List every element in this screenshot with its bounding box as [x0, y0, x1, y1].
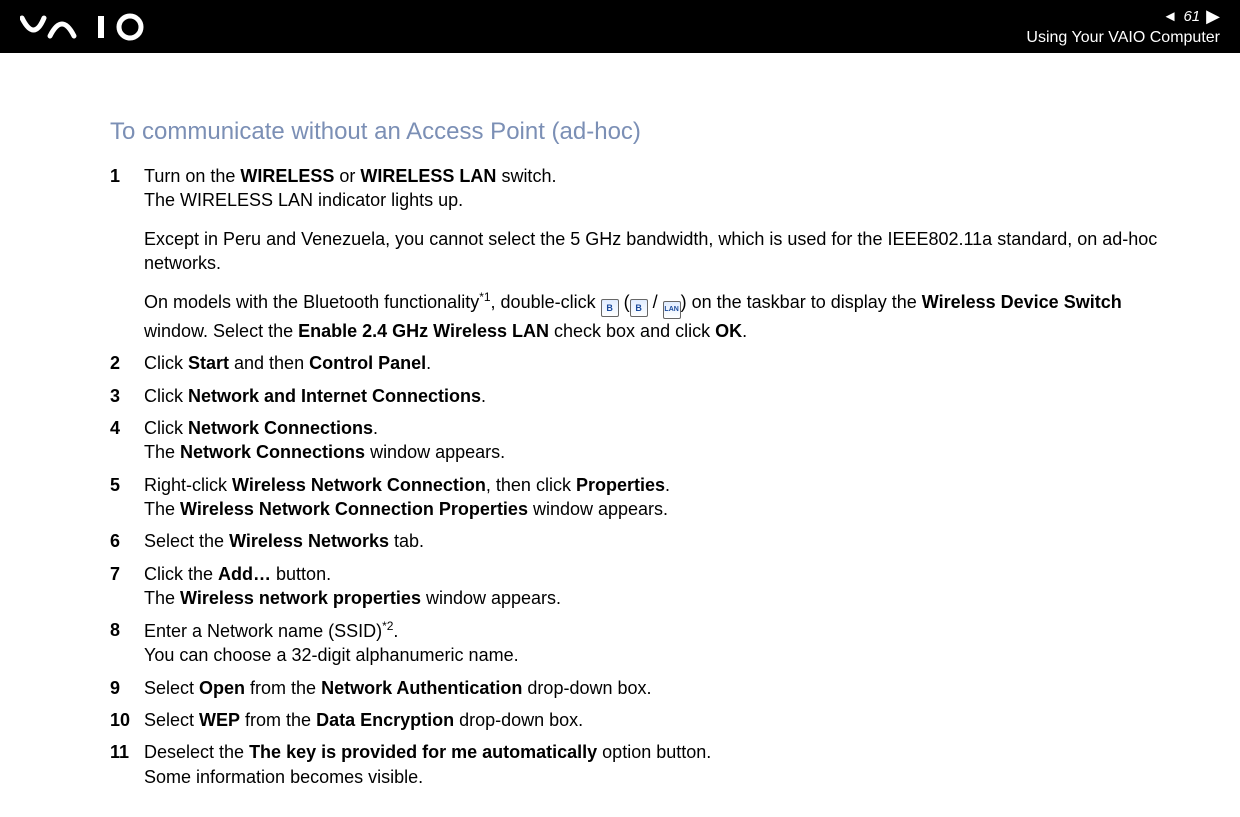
steps-list: 1 Turn on the WIRELESS or WIRELESS LAN s…: [110, 164, 1160, 789]
breadcrumb: Using Your VAIO Computer: [1026, 29, 1220, 47]
taskbar-icon-bluetooth: B: [630, 299, 648, 317]
step-1: 1 Turn on the WIRELESS or WIRELESS LAN s…: [110, 164, 1160, 343]
step-number: 11: [110, 740, 144, 789]
step-8: 8 Enter a Network name (SSID)*2. You can…: [110, 618, 1160, 668]
step-number: 6: [110, 529, 144, 553]
step-text: Click Network Connections. The Network C…: [144, 416, 1160, 465]
step-number: 10: [110, 708, 144, 732]
step-text: Click Network and Internet Connections.: [144, 384, 1160, 408]
step-number: 5: [110, 473, 144, 522]
step-3: 3 Click Network and Internet Connections…: [110, 384, 1160, 408]
step-number: 9: [110, 676, 144, 700]
step-text: Right-click Wireless Network Connection,…: [144, 473, 1160, 522]
step-text: Deselect the The key is provided for me …: [144, 740, 1160, 789]
nav-next-icon[interactable]: ▶: [1206, 6, 1220, 27]
step-11: 11 Deselect the The key is provided for …: [110, 740, 1160, 789]
step-6: 6 Select the Wireless Networks tab.: [110, 529, 1160, 553]
vaio-logo: [20, 12, 165, 42]
step-4: 4 Click Network Connections. The Network…: [110, 416, 1160, 465]
step-10: 10 Select WEP from the Data Encryption d…: [110, 708, 1160, 732]
taskbar-icon-combined: B: [601, 299, 619, 317]
step-text: Click Start and then Control Panel.: [144, 351, 1160, 375]
step-7: 7 Click the Add… button. The Wireless ne…: [110, 562, 1160, 611]
step-number: 8: [110, 618, 144, 668]
page-nav: ◄ 61 ▶: [1163, 6, 1220, 27]
taskbar-icon-lan: LAN: [663, 301, 681, 319]
step-text: Select Open from the Network Authenticat…: [144, 676, 1160, 700]
step-number: 3: [110, 384, 144, 408]
nav-prev-icon[interactable]: ◄: [1163, 8, 1178, 25]
vaio-logo-svg: [20, 12, 165, 42]
step-number: 7: [110, 562, 144, 611]
step-number: 4: [110, 416, 144, 465]
header-bar: ◄ 61 ▶ Using Your VAIO Computer: [0, 0, 1240, 53]
header-right: ◄ 61 ▶ Using Your VAIO Computer: [1026, 6, 1220, 47]
step-9: 9 Select Open from the Network Authentic…: [110, 676, 1160, 700]
step-text: Click the Add… button. The Wireless netw…: [144, 562, 1160, 611]
step-number: 2: [110, 351, 144, 375]
section-title: To communicate without an Access Point (…: [110, 118, 1160, 146]
step-text: Select the Wireless Networks tab.: [144, 529, 1160, 553]
step-number: 1: [110, 164, 144, 343]
step-text: Turn on the WIRELESS or WIRELESS LAN swi…: [144, 164, 1160, 343]
page-body: To communicate without an Access Point (…: [0, 53, 1240, 817]
step-2: 2 Click Start and then Control Panel.: [110, 351, 1160, 375]
page-number: 61: [1183, 8, 1200, 25]
step-5: 5 Right-click Wireless Network Connectio…: [110, 473, 1160, 522]
step-text: Select WEP from the Data Encryption drop…: [144, 708, 1160, 732]
step-text: Enter a Network name (SSID)*2. You can c…: [144, 618, 1160, 668]
